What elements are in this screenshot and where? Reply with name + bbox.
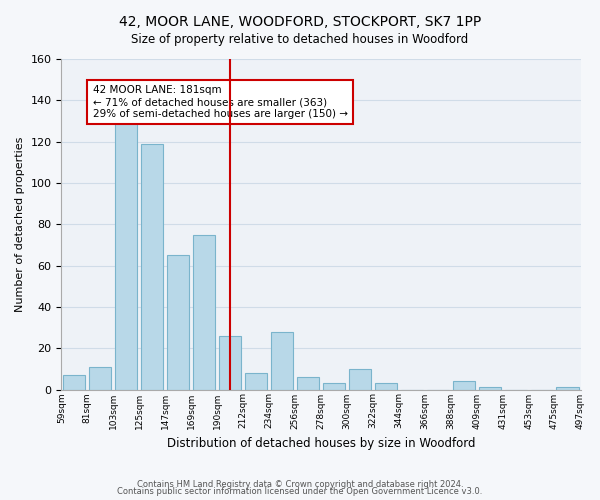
Text: Size of property relative to detached houses in Woodford: Size of property relative to detached ho… [131,32,469,46]
Bar [271,332,293,390]
Bar [89,367,112,390]
Bar [297,377,319,390]
Bar [323,384,345,390]
Bar [115,117,137,390]
Bar [219,336,241,390]
Bar [452,382,475,390]
Bar [245,373,267,390]
Bar [349,369,371,390]
X-axis label: Distribution of detached houses by size in Woodford: Distribution of detached houses by size … [167,437,475,450]
Bar [141,144,163,390]
Bar [64,375,85,390]
Text: 42, MOOR LANE, WOODFORD, STOCKPORT, SK7 1PP: 42, MOOR LANE, WOODFORD, STOCKPORT, SK7 … [119,15,481,29]
Bar [193,234,215,390]
Y-axis label: Number of detached properties: Number of detached properties [15,136,25,312]
Text: 42 MOOR LANE: 181sqm
← 71% of detached houses are smaller (363)
29% of semi-deta: 42 MOOR LANE: 181sqm ← 71% of detached h… [92,86,347,118]
Bar [556,388,578,390]
Text: Contains public sector information licensed under the Open Government Licence v3: Contains public sector information licen… [118,488,482,496]
Bar [167,255,189,390]
Bar [375,384,397,390]
Text: Contains HM Land Registry data © Crown copyright and database right 2024.: Contains HM Land Registry data © Crown c… [137,480,463,489]
Bar [479,388,500,390]
